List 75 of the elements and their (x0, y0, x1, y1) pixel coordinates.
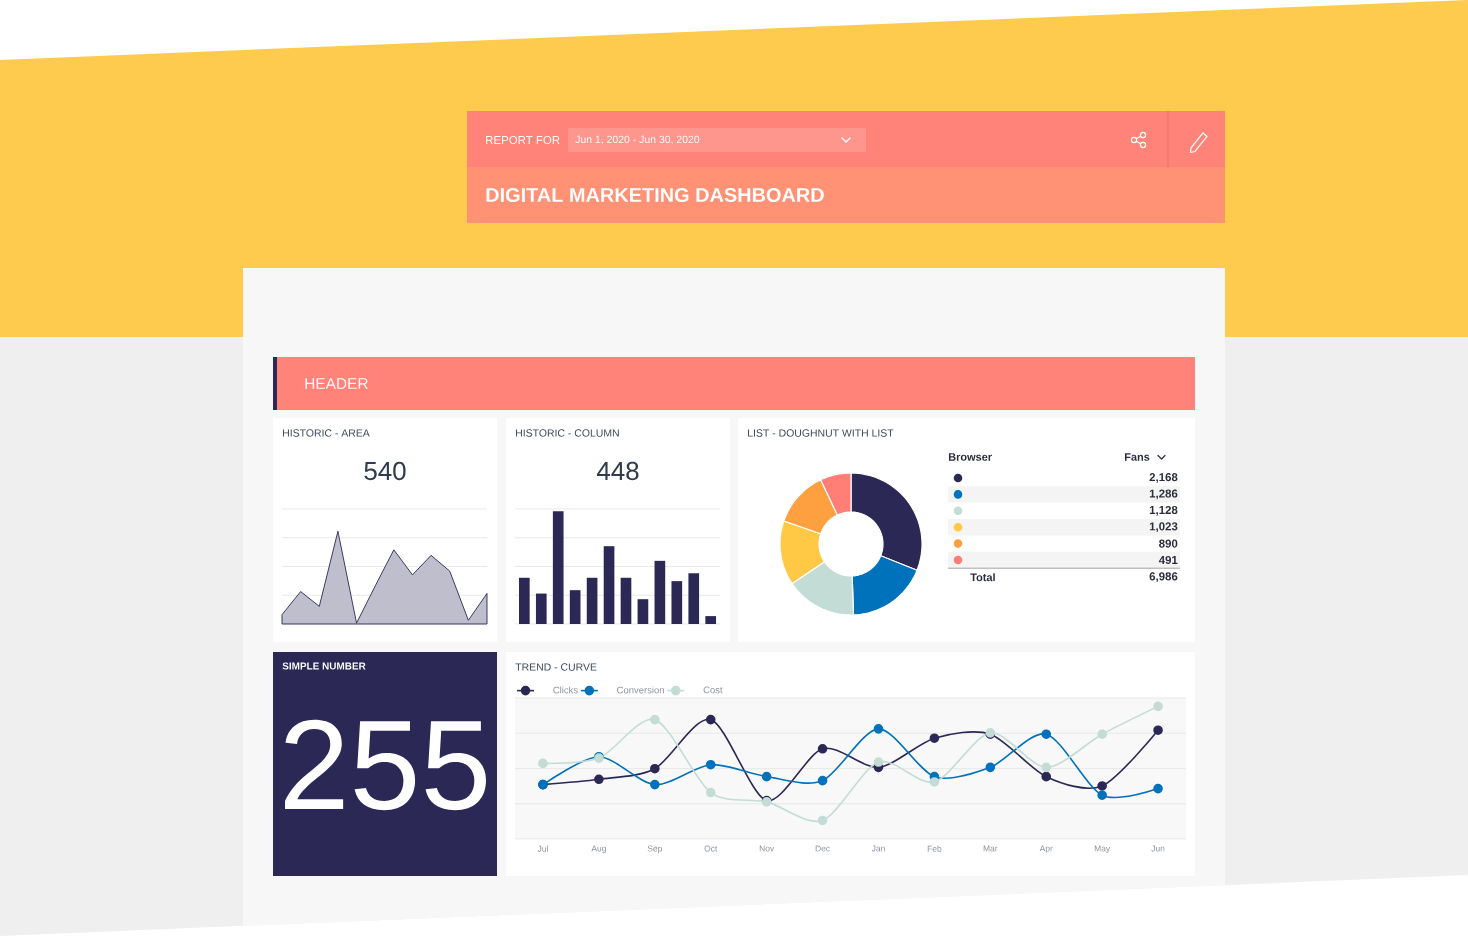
x-tick-label: Mar (983, 845, 998, 852)
bar (654, 560, 666, 624)
point (650, 763, 660, 774)
chart-title: HISTORIC - AREA (283, 429, 370, 437)
point (761, 771, 772, 782)
bar (688, 573, 700, 624)
x-tick-label: Jun (1151, 845, 1165, 852)
point (929, 733, 940, 743)
bar (586, 577, 598, 624)
x-tick-label: Apr (1039, 845, 1053, 854)
text: Total (970, 573, 995, 582)
text: SIMPLE NUMBER (282, 662, 366, 670)
point (817, 815, 828, 826)
x-tick-label: Oct (704, 845, 718, 852)
point (538, 758, 548, 769)
text: HEADER (305, 378, 368, 389)
text: 1,023 (1149, 522, 1178, 533)
bar (535, 593, 547, 624)
text: DIGITAL MARKETING DASHBOARD (486, 187, 824, 203)
bar (620, 577, 632, 624)
text: 6,986 (1149, 572, 1178, 583)
point (594, 774, 604, 785)
text: Fans (1124, 453, 1150, 461)
x-tick-label: May (1094, 845, 1111, 854)
text: 1,128 (1149, 505, 1178, 516)
text: Jun 1, 2020 - Jun 30, 2020 (575, 135, 700, 145)
point (985, 762, 996, 773)
point (1153, 701, 1163, 712)
point (1097, 781, 1107, 791)
point (873, 757, 884, 767)
bar (552, 511, 564, 624)
point (929, 777, 940, 787)
point (1153, 725, 1163, 736)
chart-subtitle: 540 (364, 461, 406, 481)
point (650, 714, 660, 725)
text: 1,286 (1149, 489, 1178, 500)
point (705, 759, 716, 770)
point (705, 714, 716, 725)
bar (671, 581, 683, 624)
text: 255 (285, 719, 486, 811)
point (817, 775, 828, 786)
point (817, 744, 828, 754)
point (650, 779, 660, 790)
x-tick-label: Jan (871, 845, 885, 852)
point (1097, 790, 1107, 801)
chart-subtitle: 448 (596, 461, 639, 481)
x-tick-label: Nov (759, 845, 775, 852)
x-tick-label: Sep (647, 845, 662, 854)
legend-label: Cost (703, 686, 723, 694)
x-tick-label: Dec (815, 845, 830, 852)
point (1041, 729, 1052, 740)
point (1097, 729, 1107, 740)
bar (637, 599, 649, 624)
point (1153, 783, 1163, 794)
bar (569, 590, 581, 624)
point (1041, 771, 1052, 782)
legend-title: Browser (948, 453, 992, 461)
text: 2,168 (1149, 473, 1178, 483)
bar (705, 616, 717, 624)
chart-title: LIST - DOUGHNUT WITH LIST (748, 429, 894, 437)
text: 491 (1158, 555, 1178, 565)
legend-label: Conversion (617, 686, 664, 694)
point (873, 724, 884, 734)
bar (603, 546, 615, 624)
bar (519, 577, 530, 624)
x-tick-label: Jul (537, 845, 548, 852)
point (1041, 762, 1052, 773)
point (705, 787, 716, 798)
x-tick-label: Feb (927, 845, 942, 852)
legend-label: Clicks (553, 686, 578, 694)
chart-title: HISTORIC - COLUMN (516, 429, 619, 437)
x-tick-label: Aug (591, 845, 606, 854)
text: 890 (1159, 539, 1178, 548)
chart-title: TREND - CURVE (515, 663, 597, 671)
text: REPORT FOR (486, 135, 560, 145)
